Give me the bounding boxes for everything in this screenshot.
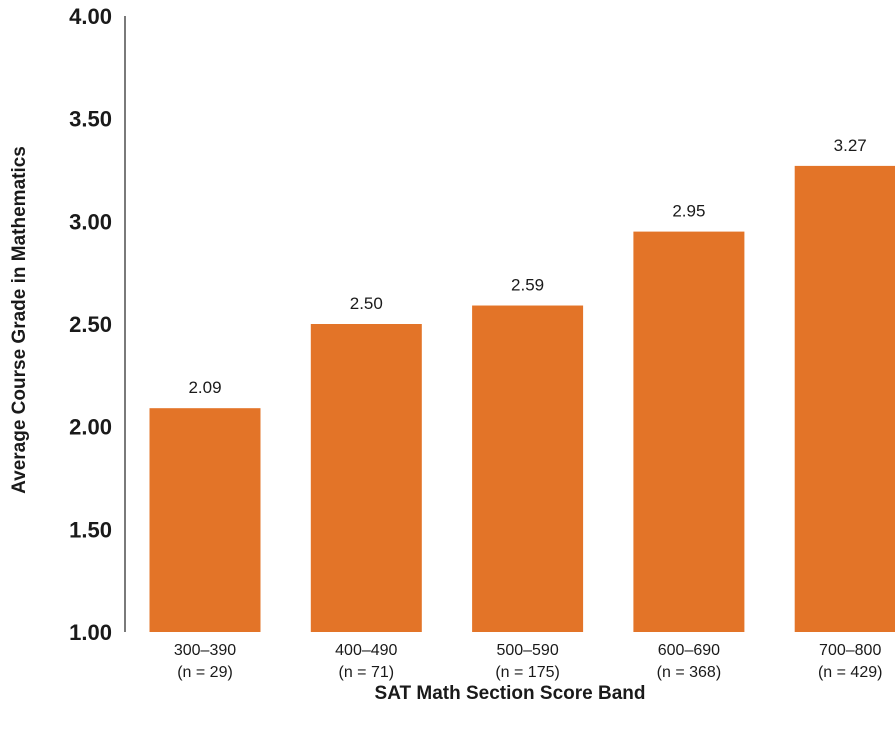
bar-value-label: 2.95 [672, 202, 705, 221]
bar [310, 324, 422, 632]
y-tick-label: 1.00 [69, 620, 112, 645]
x-tick-label: 300–390 [174, 642, 236, 659]
y-tick-label: 1.50 [69, 517, 112, 542]
y-tick-label: 4.00 [69, 4, 112, 29]
x-tick-label: 700–800 [819, 642, 881, 659]
x-tick-sublabel: (n = 71) [339, 664, 395, 681]
bar [149, 408, 261, 632]
bar-value-label: 3.27 [834, 136, 867, 155]
bar-value-label: 2.59 [511, 276, 544, 295]
y-tick-label: 2.00 [69, 415, 112, 440]
x-tick-label: 500–590 [496, 642, 558, 659]
y-tick-label: 3.50 [69, 107, 112, 132]
x-tick-label: 400–490 [335, 642, 397, 659]
x-tick-label: 600–690 [658, 642, 720, 659]
y-axis-title: Average Course Grade in Mathematics [9, 146, 30, 494]
bar [472, 305, 584, 632]
x-tick-sublabel: (n = 429) [818, 664, 882, 681]
y-tick-label: 2.50 [69, 312, 112, 337]
bar-value-label: 2.50 [350, 294, 383, 313]
y-tick-label: 3.00 [69, 209, 112, 234]
bar-value-label: 2.09 [188, 378, 221, 397]
x-tick-sublabel: (n = 175) [495, 664, 559, 681]
bars-group [149, 165, 895, 633]
bar [633, 231, 745, 632]
x-axis-ticks: 300–390 (n = 29) 400–490 (n = 71) 500–590 (n … [174, 642, 883, 681]
y-axis-ticks: 1.00 1.50 2.00 2.50 3.00 3.50 4.00 [69, 4, 112, 645]
x-tick-sublabel: (n = 368) [657, 664, 721, 681]
bar-value-labels: 2.09 2.50 2.59 2.95 3.27 [188, 136, 866, 397]
x-axis-title: SAT Math Section Score Band [375, 683, 646, 704]
bar [794, 165, 895, 633]
x-tick-sublabel: (n = 29) [177, 664, 233, 681]
